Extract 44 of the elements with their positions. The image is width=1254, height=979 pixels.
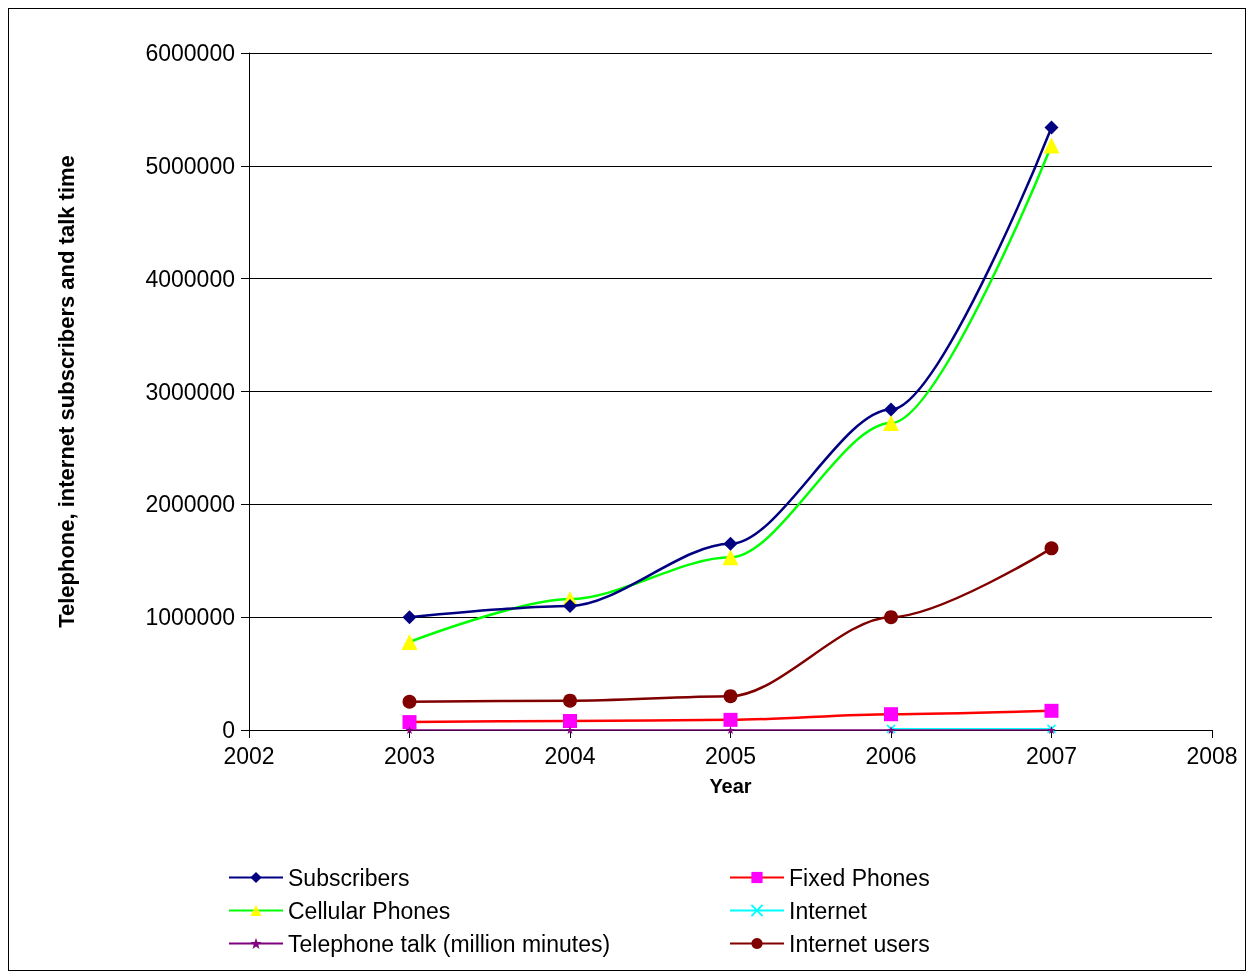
y-tick-label: 6000000 bbox=[145, 40, 235, 66]
point bbox=[563, 713, 577, 728]
point bbox=[402, 715, 417, 730]
legend-label: Internet users bbox=[789, 930, 930, 957]
point bbox=[723, 712, 738, 727]
point bbox=[1043, 137, 1060, 154]
point bbox=[884, 707, 898, 722]
legend-label: Subscribers bbox=[288, 864, 410, 891]
x-tick-label: 2003 bbox=[383, 742, 436, 769]
y-tick-label: 5000000 bbox=[145, 152, 235, 179]
point bbox=[405, 726, 414, 734]
x-tick-label: 2008 bbox=[1186, 742, 1238, 769]
point bbox=[401, 633, 418, 650]
point bbox=[722, 549, 739, 566]
point bbox=[884, 402, 898, 417]
x-tick-label: 2002 bbox=[223, 742, 275, 769]
point bbox=[723, 536, 738, 551]
point bbox=[402, 610, 417, 625]
legend-label: Telephone talk (million minutes) bbox=[288, 930, 611, 957]
y-tick-label: 3000000 bbox=[145, 378, 235, 405]
y-tick-label: 2000000 bbox=[145, 491, 235, 518]
x-tick-label: 2007 bbox=[1025, 742, 1078, 769]
point bbox=[726, 726, 735, 734]
legend-label: Cellular Phones bbox=[288, 897, 451, 924]
point bbox=[1044, 541, 1059, 556]
x-tick-label: 2004 bbox=[544, 742, 596, 769]
point bbox=[884, 610, 898, 625]
y-tick-label: 0 bbox=[222, 717, 235, 743]
point bbox=[563, 598, 577, 613]
legend-label: Fixed Phones bbox=[789, 864, 930, 891]
point bbox=[883, 415, 899, 432]
point bbox=[1044, 703, 1059, 718]
x-tick-label: 2005 bbox=[704, 742, 757, 769]
x-axis-title: Year bbox=[709, 775, 752, 797]
legend-label: Internet bbox=[789, 897, 868, 924]
y-axis-title: Telephone, internet subscribers and talk time bbox=[53, 155, 79, 628]
point bbox=[1044, 120, 1059, 135]
point bbox=[563, 693, 577, 708]
y-tick-label: 4000000 bbox=[145, 265, 235, 292]
point bbox=[566, 726, 574, 734]
point bbox=[402, 694, 417, 709]
y-tick-label: 1000000 bbox=[145, 604, 235, 631]
point bbox=[723, 689, 738, 704]
x-tick-label: 2006 bbox=[865, 742, 917, 769]
